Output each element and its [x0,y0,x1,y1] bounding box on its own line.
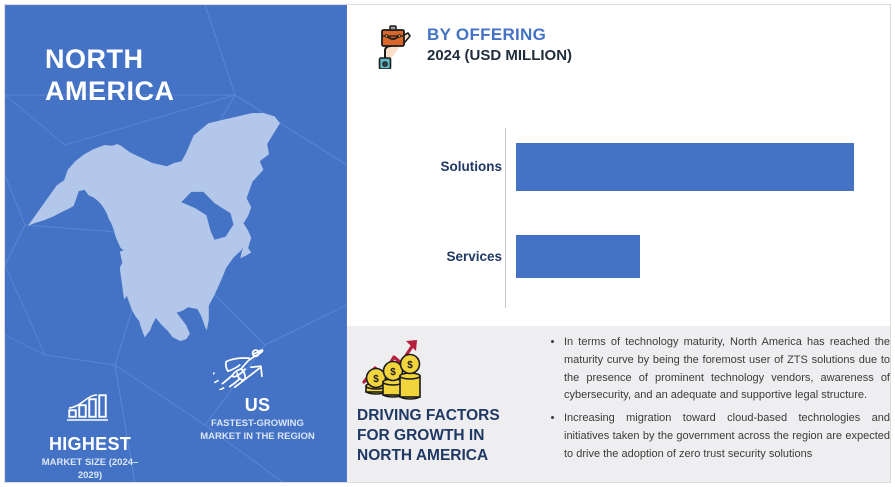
svg-text:$: $ [390,367,396,378]
svg-text:$: $ [373,374,379,385]
svg-text:$: $ [407,360,413,371]
